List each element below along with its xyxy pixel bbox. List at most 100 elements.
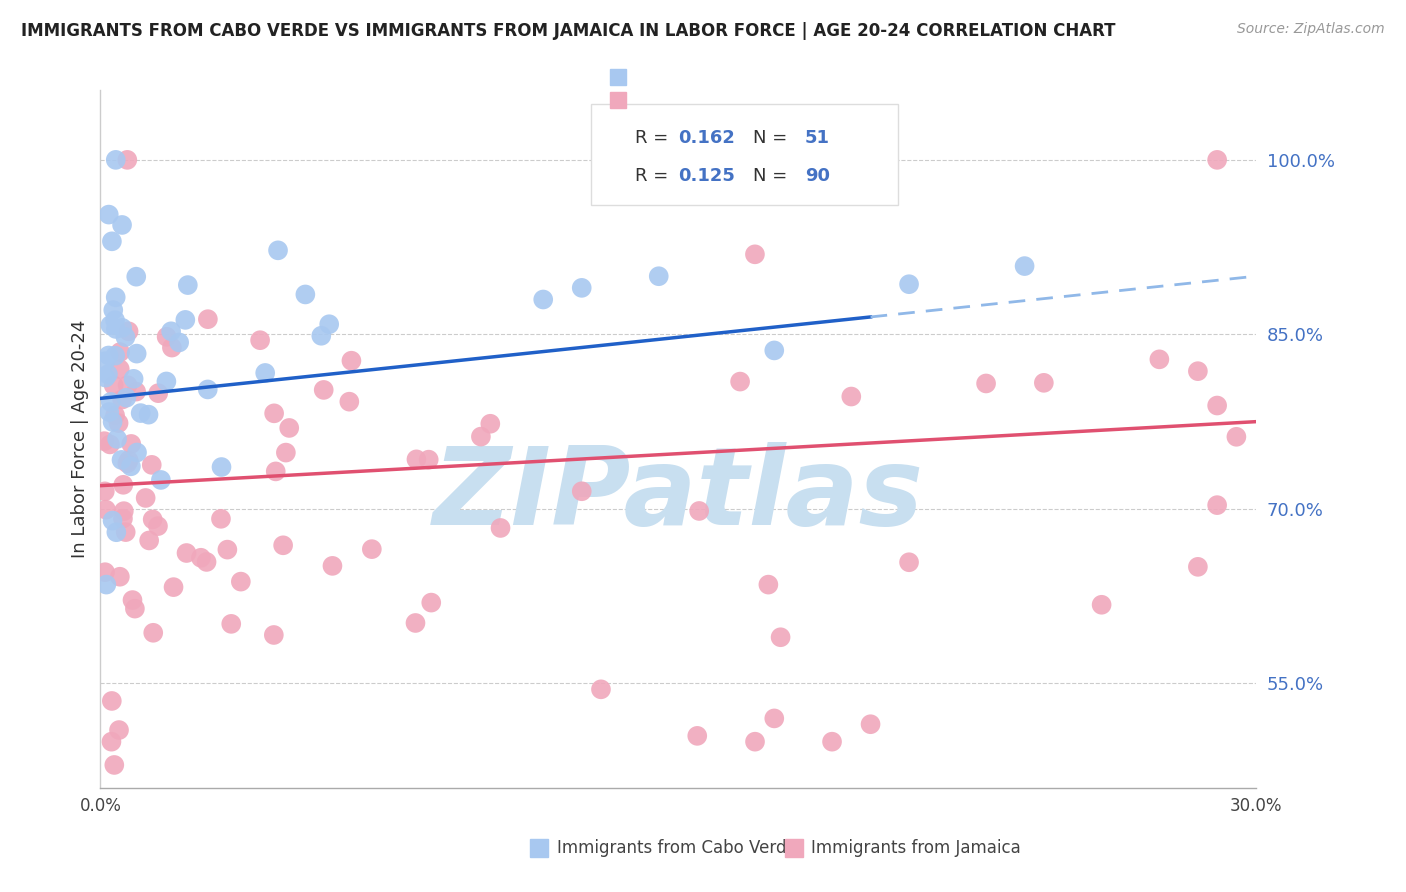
Point [1206,498,1229,512]
Point [111,511,134,525]
Point [571,484,593,499]
Point [104,313,127,327]
FancyBboxPatch shape [592,104,897,205]
Point [96,577,118,591]
Point [318,317,340,331]
Point [120,459,142,474]
Point [274,445,297,459]
Point [148,386,170,401]
Point [197,312,219,326]
Point [108,345,131,359]
Point [104,322,127,336]
Point [121,593,143,607]
Point [100,395,122,409]
Point [115,391,138,405]
Point [744,734,766,748]
Point [129,406,152,420]
Point [167,335,190,350]
Point [93,434,115,449]
Point [1187,364,1209,378]
Point [294,287,316,301]
Point [105,432,128,446]
Point [142,625,165,640]
Text: N =: N = [754,167,793,185]
Text: ZIPatlas: ZIPatlas [433,442,924,548]
Point [321,558,343,573]
Point [125,445,148,459]
Point [589,682,612,697]
Point [571,281,593,295]
Text: R =: R = [636,167,675,185]
Point [104,349,127,363]
Point [114,525,136,540]
Point [1032,376,1054,390]
Point [100,318,122,333]
Point [94,484,117,499]
Point [360,542,382,557]
Point [94,502,117,516]
Y-axis label: In Labor Force | Age 20-24: In Labor Force | Age 20-24 [72,320,89,558]
Point [531,293,554,307]
Point [94,370,117,384]
Point [124,601,146,615]
Point [1206,153,1229,167]
Point [125,346,148,360]
Point [142,512,165,526]
Text: 0.162: 0.162 [678,128,735,146]
Point [111,321,134,335]
Point [117,378,139,392]
Point [898,555,921,569]
Point [135,491,157,505]
Point [763,343,786,358]
Point [229,574,252,589]
Point [101,415,124,429]
Point [103,378,125,392]
Point [117,324,139,338]
Point [141,458,163,472]
Point [688,504,710,518]
Text: 90: 90 [806,167,830,185]
Text: 51: 51 [806,128,830,146]
Point [98,437,121,451]
Point [176,546,198,560]
Point [111,218,134,232]
Point [190,550,212,565]
Point [418,452,440,467]
Point [744,247,766,261]
Point [821,734,844,748]
Point [160,341,183,355]
Point [1206,399,1229,413]
Point [648,269,671,284]
Point [1187,559,1209,574]
Point [104,290,127,304]
Point [479,417,502,431]
Point [112,478,135,492]
Point [103,758,125,772]
Point [254,366,277,380]
Point [155,375,177,389]
Text: Immigrants from Cabo Verde: Immigrants from Cabo Verde [557,838,796,856]
Point [209,512,232,526]
Point [340,353,363,368]
Point [1014,259,1036,273]
Point [108,570,131,584]
Point [267,244,290,258]
Point [156,330,179,344]
Point [470,429,492,443]
Text: N =: N = [754,128,793,146]
Text: Immigrants from Jamaica: Immigrants from Jamaica [811,838,1021,856]
Point [420,596,443,610]
Point [337,394,360,409]
Point [763,711,786,725]
Point [1225,430,1247,444]
Point [125,384,148,399]
Point [117,153,139,167]
Point [312,383,335,397]
Point [149,473,172,487]
Point [94,565,117,579]
Point [94,354,117,368]
Point [111,392,134,407]
Point [405,452,427,467]
Point [974,376,997,391]
Point [177,278,200,293]
